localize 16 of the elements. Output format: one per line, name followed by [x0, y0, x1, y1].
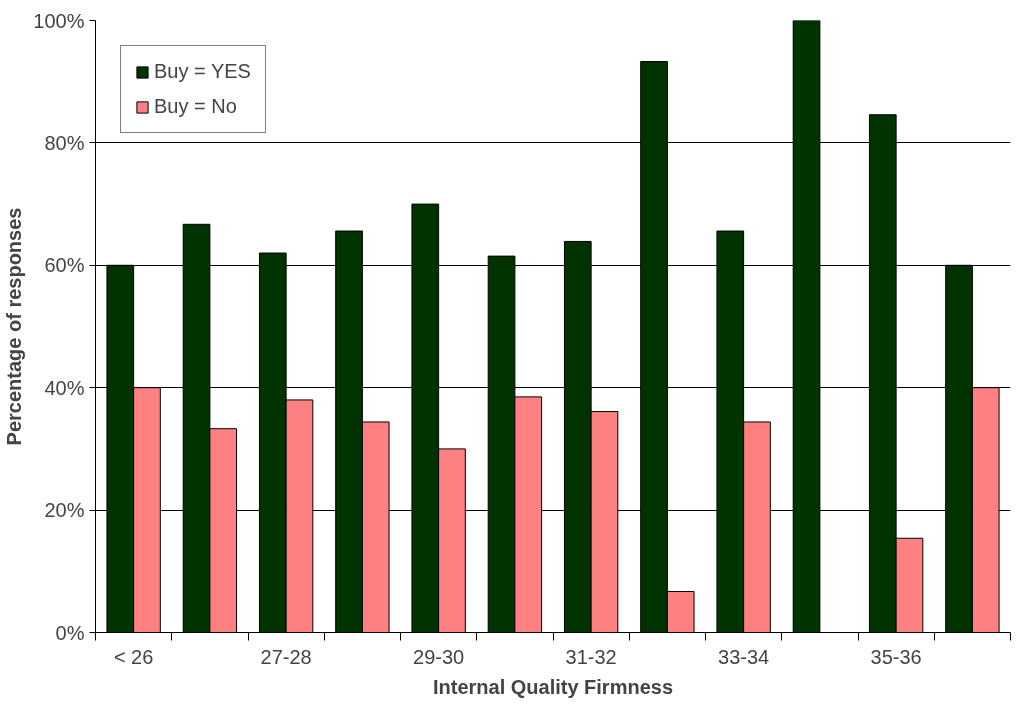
y-tick-label: 40% [44, 376, 85, 399]
x-tick-label: < 26 [113, 645, 154, 668]
x-tick-label: 35-36 [870, 645, 922, 668]
y-tick-label: 60% [44, 254, 85, 277]
legend-label: Buy = YES [154, 60, 251, 83]
x-tick-label: 31-32 [565, 645, 617, 668]
y-tick-label: 80% [44, 131, 85, 154]
x-tick-label: 33-34 [718, 645, 770, 668]
legend-label: Buy = No [154, 95, 237, 118]
x-tick-label: 27-28 [260, 645, 312, 668]
y-tick-label: 100% [33, 9, 85, 32]
x-axis-title: Internal Quality Firmness [432, 675, 674, 698]
y-tick-label: 0% [55, 621, 85, 644]
x-tick-label: 29-30 [413, 645, 465, 668]
y-axis-title: Percentage of responses [3, 207, 26, 446]
y-tick-label: 20% [44, 499, 85, 522]
